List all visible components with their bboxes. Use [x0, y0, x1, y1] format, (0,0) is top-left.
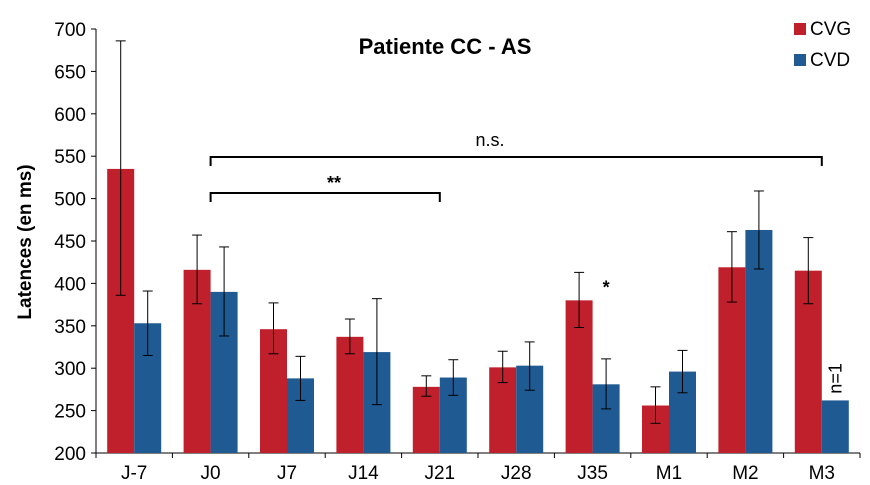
bar-cvg-j21 — [412, 386, 440, 453]
legend-label-cvg: CVG — [810, 19, 851, 40]
y-tick-label: 500 — [54, 190, 86, 211]
x-tick-label: J21 — [424, 463, 455, 484]
legend-label-cvd: CVD — [810, 50, 850, 71]
bracket-double-star-label: ** — [327, 173, 341, 193]
error-bars — [115, 40, 814, 424]
note-n1: n=1 — [825, 363, 845, 394]
x-tick-label: J35 — [577, 463, 608, 484]
star-j35: * — [603, 277, 610, 297]
annotations: n.s.***n=1 — [209, 130, 845, 394]
x-tick-label: J-7 — [121, 463, 147, 484]
bracket-double-star-line — [209, 192, 441, 202]
y-tick-label: 600 — [54, 105, 86, 126]
bracket-ns-label: n.s. — [475, 130, 504, 150]
y-tick-label: 250 — [54, 402, 86, 423]
bar-cvd-m3 — [821, 400, 849, 453]
bracket-ns-line — [209, 156, 823, 166]
x-tick-label: J7 — [277, 463, 297, 484]
y-tick-label: 450 — [54, 232, 86, 253]
y-tick-label: 300 — [54, 359, 86, 380]
bars — [107, 168, 849, 454]
x-tick-label: J14 — [348, 463, 379, 484]
y-tick-label: 550 — [54, 147, 86, 168]
x-tick-label: J28 — [501, 463, 532, 484]
y-axis-label: Latences (en ms) — [15, 164, 36, 319]
y-tick-label: 200 — [54, 444, 86, 465]
x-tick-label: M1 — [656, 463, 682, 484]
x-tick-label: M2 — [732, 463, 758, 484]
y-tick-label: 350 — [54, 317, 86, 338]
axes: 200 250 300 350 400 450 500 550 600 650 700 J-7 J0 J7… — [54, 20, 861, 484]
legend-swatch-cvg — [794, 23, 806, 35]
x-tick-label: J0 — [201, 463, 221, 484]
y-tick-label: 400 — [54, 274, 86, 295]
x-tick-label: M3 — [809, 463, 835, 484]
bar-cvg-j14 — [336, 336, 364, 453]
y-tick-label: 700 — [54, 20, 86, 41]
legend: CVG CVD — [794, 19, 851, 71]
y-tick-label: 650 — [54, 62, 86, 83]
legend-swatch-cvd — [794, 54, 806, 66]
chart-title: Patiente CC - AS — [359, 34, 532, 59]
